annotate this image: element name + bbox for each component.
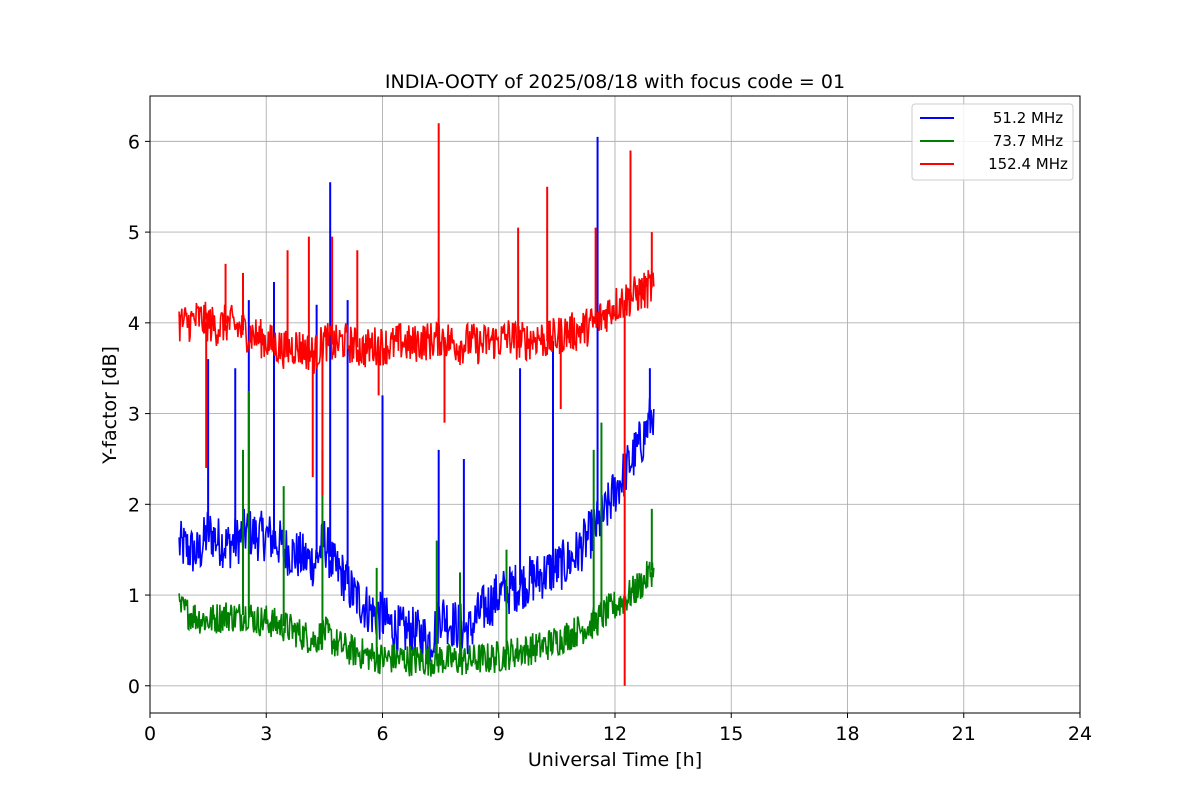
chart-title: INDIA-OOTY of 2025/08/18 with focus code… (385, 71, 845, 93)
series-2 (178, 123, 655, 686)
legend-label: 152.4 MHz (988, 155, 1068, 173)
y-tick-label: 5 (128, 222, 140, 244)
series-0 (178, 136, 655, 662)
y-tick-label: 0 (128, 676, 140, 698)
y-tick-label: 3 (128, 404, 140, 426)
legend-label: 73.7 MHz (993, 132, 1063, 150)
y-tick-label: 4 (128, 313, 140, 335)
x-tick-label: 3 (260, 723, 272, 745)
x-tick-label: 6 (376, 723, 388, 745)
x-tick-label: 15 (719, 723, 743, 745)
series-line (178, 270, 655, 374)
legend-label: 51.2 MHz (993, 109, 1063, 127)
x-axis-label: Universal Time [h] (528, 749, 702, 771)
x-tick-label: 0 (144, 723, 156, 745)
x-tick-label: 12 (603, 723, 627, 745)
y-axis-label: Y-factor [dB] (99, 346, 121, 465)
y-tick-label: 1 (128, 585, 140, 607)
series-layer (178, 123, 655, 686)
series-line (178, 561, 655, 677)
legend: 51.2 MHz 73.7 MHz 152.4 MHz (911, 103, 1074, 181)
series-line (178, 398, 655, 662)
x-tick-label: 9 (493, 723, 505, 745)
legend-box (911, 103, 1074, 181)
y-tick-label: 6 (128, 131, 140, 153)
x-tick-label: 21 (952, 723, 976, 745)
x-tick-label: 24 (1068, 723, 1092, 745)
y-tick-label: 2 (128, 494, 140, 516)
x-tick-label: 18 (835, 723, 859, 745)
